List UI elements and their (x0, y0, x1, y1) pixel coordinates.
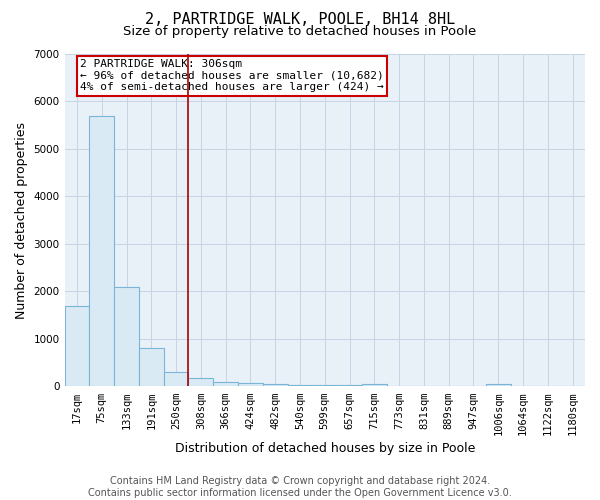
Bar (486, 384, 511, 386)
Bar (114, 286, 139, 386)
Text: Size of property relative to detached houses in Poole: Size of property relative to detached ho… (124, 25, 476, 38)
X-axis label: Distribution of detached houses by size in Poole: Distribution of detached houses by size … (175, 442, 475, 455)
Bar (238, 383, 263, 386)
Bar (263, 384, 287, 386)
Text: 2 PARTRIDGE WALK: 306sqm
← 96% of detached houses are smaller (10,682)
4% of sem: 2 PARTRIDGE WALK: 306sqm ← 96% of detach… (80, 59, 384, 92)
Bar (164, 372, 188, 386)
Bar (287, 385, 313, 386)
Y-axis label: Number of detached properties: Number of detached properties (15, 122, 28, 318)
Bar (89, 116, 114, 386)
Bar (188, 378, 213, 386)
Text: Contains HM Land Registry data © Crown copyright and database right 2024.
Contai: Contains HM Land Registry data © Crown c… (88, 476, 512, 498)
Bar (139, 348, 164, 387)
Text: 2, PARTRIDGE WALK, POOLE, BH14 8HL: 2, PARTRIDGE WALK, POOLE, BH14 8HL (145, 12, 455, 28)
Bar (213, 382, 238, 386)
Bar (362, 384, 387, 386)
Bar (65, 306, 89, 386)
